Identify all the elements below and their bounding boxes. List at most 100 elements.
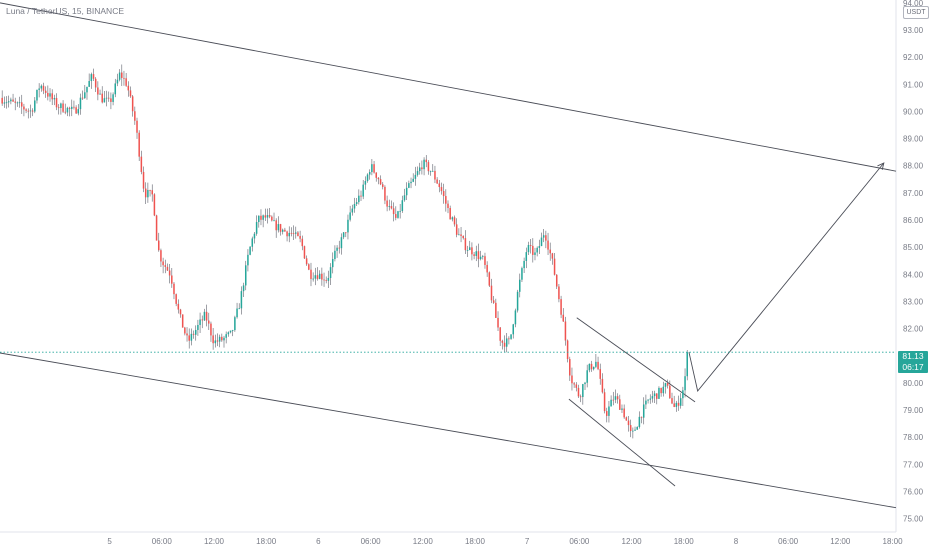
candle-up (197, 324, 199, 330)
time-axis[interactable]: 5 06:00 12:00 18:00 6 06:00 12:00 18:00 7 06:00 12… (107, 537, 932, 546)
candle-up (262, 215, 264, 220)
candle-up (318, 273, 321, 279)
candle-up (355, 202, 358, 205)
symbol-title[interactable]: Luna / TetherUS, 15, BINANCE (6, 6, 125, 16)
candle-up (353, 204, 356, 209)
candle-up (521, 268, 523, 280)
candle-down (260, 215, 262, 220)
candle-down (221, 336, 223, 341)
candle-down (68, 107, 71, 109)
candle-down (55, 98, 58, 108)
candle-down (121, 72, 123, 78)
price-tick-label: 91.00 (903, 80, 924, 89)
candle-down (181, 314, 184, 328)
candle-down (377, 177, 380, 180)
bar-countdown: 06:17 (902, 362, 924, 372)
candle-down (208, 320, 210, 324)
time-tick-label: 6 (316, 537, 321, 546)
candle-up (592, 366, 595, 370)
wedge-lower-line (568, 398, 676, 487)
currency-badge[interactable]: USDT (903, 6, 929, 19)
price-tick-label: 90.00 (903, 107, 924, 116)
candle-up (458, 234, 460, 236)
candle-down (421, 167, 423, 170)
time-tick-label: 06:00 (152, 537, 173, 546)
candle-down (547, 240, 549, 250)
candle-up (227, 332, 230, 335)
candle-up (99, 93, 101, 95)
price-tick-label: 92.00 (903, 53, 924, 62)
candle-up (18, 102, 21, 104)
candle-down (360, 195, 362, 197)
candle-up (288, 232, 291, 237)
candle-down (338, 247, 341, 249)
wedge-upper-line (576, 317, 696, 403)
candle-down (144, 188, 147, 198)
time-tick-label: 12:00 (830, 537, 851, 546)
candle-down (20, 102, 23, 107)
candle-up (451, 217, 454, 220)
candle-down (155, 215, 158, 241)
candle-down (73, 106, 75, 108)
candle-up (388, 206, 391, 207)
candle-down (299, 235, 301, 239)
candle-down (629, 425, 632, 432)
price-tick-label: 93.00 (903, 26, 924, 35)
candle-up (16, 102, 19, 104)
candle-up (10, 99, 12, 102)
candle-up (399, 210, 401, 212)
candle-down (171, 275, 173, 284)
candle-down (564, 321, 567, 341)
candle-down (44, 90, 47, 93)
candle-up (114, 83, 117, 95)
candle-down (455, 224, 458, 235)
candle-up (664, 383, 667, 387)
time-tick-label: 5 (107, 537, 112, 546)
projection-arrowhead (877, 162, 885, 170)
candle-down (345, 232, 347, 234)
price-tick-label: 82.00 (903, 325, 924, 334)
candle-down (436, 179, 438, 184)
candle-up (621, 408, 623, 410)
candle-down (151, 190, 153, 195)
candle-up (527, 245, 530, 253)
candle-down (173, 283, 175, 295)
candle-up (686, 352, 688, 377)
price-tick-label: 84.00 (903, 270, 924, 279)
candle-up (582, 384, 584, 398)
candle-down (375, 172, 377, 178)
candle-down (677, 402, 680, 406)
candle-up (247, 254, 249, 266)
candle-up (614, 396, 617, 400)
candle-up (479, 256, 482, 260)
candle-up (584, 382, 586, 385)
candle-down (301, 238, 304, 247)
time-tick-label: 18:00 (256, 537, 277, 546)
candle-down (92, 74, 95, 79)
candle-down (562, 314, 565, 322)
candle-down (551, 253, 554, 259)
candle-up (410, 181, 412, 184)
candle-down (464, 238, 467, 251)
candle-down (484, 256, 486, 265)
candle-down (142, 171, 145, 189)
candle-up (244, 265, 247, 286)
candle-down (186, 333, 188, 336)
candle-down (566, 340, 569, 360)
candle-up (66, 107, 69, 113)
candle-down (62, 103, 64, 112)
candle-down (157, 240, 160, 251)
candle-up (466, 250, 469, 251)
candle-up (401, 200, 404, 211)
candle-up (403, 195, 406, 201)
candle-up (53, 98, 56, 100)
candle-down (616, 396, 619, 400)
candle-up (118, 72, 121, 80)
candle-down (323, 279, 325, 281)
price-tick-label: 87.00 (903, 189, 924, 198)
candle-down (386, 200, 388, 207)
candle-up (329, 267, 332, 278)
candle-down (438, 183, 441, 188)
